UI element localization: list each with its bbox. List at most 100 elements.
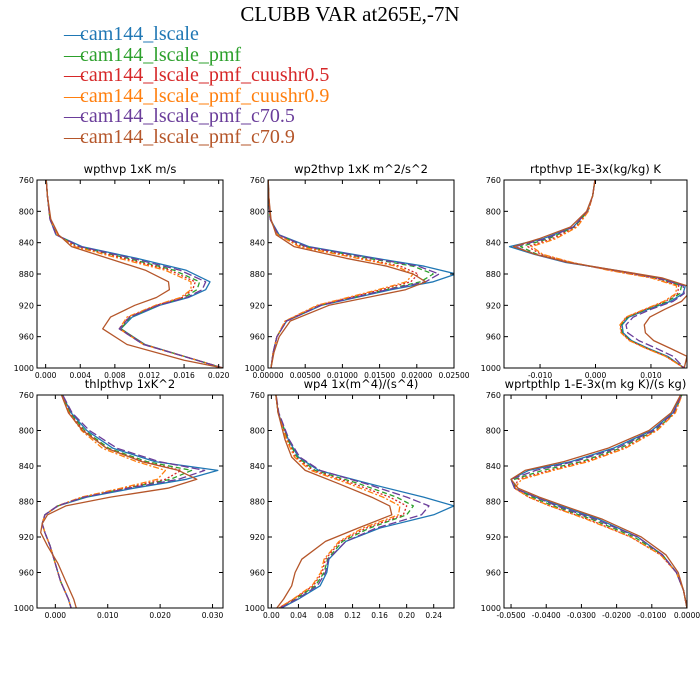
legend-entry: —cam144_lscale_pmf [64, 43, 329, 66]
y-tick-label: 840 [250, 462, 265, 471]
x-tick-label: 0.000 [35, 371, 57, 380]
y-tick-label: 920 [486, 533, 501, 542]
y-tick-label: 760 [486, 176, 501, 185]
series-group [45, 180, 223, 368]
plot-frame [267, 179, 455, 369]
y-tick-label: 960 [486, 333, 501, 342]
series-line [510, 395, 687, 608]
legend-entry: —cam144_lscale_pmf_c70.9 [64, 125, 329, 148]
x-tick-label: 0.030 [202, 611, 224, 620]
series-line [40, 395, 198, 608]
series-line [510, 395, 687, 608]
plot-frame [503, 179, 688, 369]
y-tick-label: 920 [19, 533, 34, 542]
series-line [268, 180, 427, 368]
x-tick-label: 0.020 [208, 371, 230, 380]
x-tick-label: 0.004 [70, 371, 92, 380]
y-tick-label: 800 [19, 207, 34, 216]
y-tick-label: 1000 [14, 604, 34, 613]
series-line [275, 395, 415, 608]
x-tick-label: 0.16 [371, 611, 388, 620]
legend-line-icon: — [64, 43, 84, 66]
x-tick-label: 0.12 [344, 611, 361, 620]
chart-panel: rtpthvp 1E-3x(kg/kg) K 760 800 840 880 920 960… [481, 162, 688, 380]
chart-panel: wp4 1x(m^4)/(s^4)76080084088092096010000… [245, 377, 455, 620]
series-line [45, 180, 223, 368]
chart-panel: wprtpthlp 1-E-3x(m kg K)/(s kg) 760 800 840… [481, 377, 700, 620]
y-tick-label: 800 [19, 427, 34, 436]
x-tick-label: 0.24 [425, 611, 442, 620]
legend: —cam144_lscale —cam144_lscale_pmf —cam144_… [64, 24, 329, 147]
y-tick-label: 1000 [481, 604, 501, 613]
y-tick-label: 800 [250, 427, 265, 436]
x-tick-label: 0.010 [97, 611, 119, 620]
series-line [508, 180, 686, 368]
legend-line-icon: — [64, 84, 84, 107]
y-tick-label: 840 [486, 239, 501, 248]
panel-title: wprtpthlp 1-E-3x(m kg K)/(s kg) [505, 377, 687, 391]
series-line [512, 180, 687, 368]
series-line [510, 395, 687, 608]
y-tick-label: 960 [19, 569, 34, 578]
x-tick-label: 0.010 [640, 371, 662, 380]
legend-label: cam144_lscale_pmf_cuushr0.5 [80, 64, 330, 86]
chart-panel: thlpthvp 1xK^2 760 800 840 880 920 960 1000 0.00… [14, 377, 224, 620]
legend-label: cam144_lscale_pmf_cuushr0.9 [80, 84, 330, 107]
plot-frame [267, 394, 455, 609]
chart-panel: wpthvp 1xK m/s76080084088092096010000.00… [14, 162, 230, 380]
legend-line-icon: — [64, 125, 84, 148]
x-tick-label: 0.020 [149, 611, 171, 620]
series-line [514, 180, 685, 368]
series-group [275, 395, 454, 608]
y-tick-label: 800 [486, 427, 501, 436]
series-group [508, 180, 687, 368]
x-tick-label: 0.01500 [364, 371, 395, 380]
series-line [531, 180, 685, 368]
chart-panel: wp2thvp 1xK m^2/s^2 760 800 840 880 920 960 100… [245, 162, 470, 380]
series-line [45, 180, 223, 368]
figure-title: CLUBB VAR at265E,-7N [240, 2, 460, 26]
y-tick-label: 800 [250, 207, 265, 216]
y-tick-label: 960 [250, 333, 265, 342]
x-tick-label: -0.0200 [602, 611, 631, 620]
series-line [268, 180, 454, 368]
series-line [275, 395, 430, 608]
legend-line-icon: — [64, 23, 84, 45]
x-tick-label: 0.000 [45, 611, 67, 620]
y-tick-label: 960 [486, 569, 501, 578]
y-tick-label: 760 [19, 391, 34, 400]
legend-entry: —cam144_lscale [64, 24, 329, 45]
series-line [268, 180, 440, 368]
y-tick-label: 1000 [481, 364, 501, 373]
y-tick-label: 840 [250, 239, 265, 248]
series-group [510, 395, 687, 608]
x-tick-label: 0.012 [139, 371, 161, 380]
y-tick-label: 760 [250, 391, 265, 400]
x-tick-label: 0.08 [317, 611, 334, 620]
series-line [275, 395, 408, 608]
x-tick-label: -0.0100 [637, 611, 666, 620]
panel-title: thlpthvp 1xK^2 [85, 377, 175, 391]
x-tick-label: 0.00000 [252, 371, 283, 380]
y-tick-label: 1000 [14, 364, 34, 373]
series-line [41, 395, 206, 608]
y-tick-label: 880 [19, 270, 34, 279]
y-tick-label: 880 [250, 498, 265, 507]
x-tick-label: 0.00500 [290, 371, 321, 380]
x-tick-label: -0.010 [528, 371, 552, 380]
series-line [275, 395, 393, 608]
y-tick-label: 800 [486, 207, 501, 216]
x-tick-label: 0.20 [398, 611, 415, 620]
panel-title: wpthvp 1xK m/s [84, 162, 177, 176]
y-tick-label: 1000 [245, 604, 265, 613]
x-tick-label: -0.0500 [497, 611, 526, 620]
y-tick-label: 840 [19, 239, 34, 248]
x-tick-label: 0.02500 [438, 371, 469, 380]
legend-entry: —cam144_lscale_pmf_cuushr0.9 [64, 84, 330, 107]
y-tick-label: 840 [19, 462, 34, 471]
plot-frame [36, 394, 224, 609]
x-tick-label: 0.04 [290, 611, 307, 620]
y-tick-label: 760 [19, 176, 34, 185]
series-line [275, 395, 454, 608]
